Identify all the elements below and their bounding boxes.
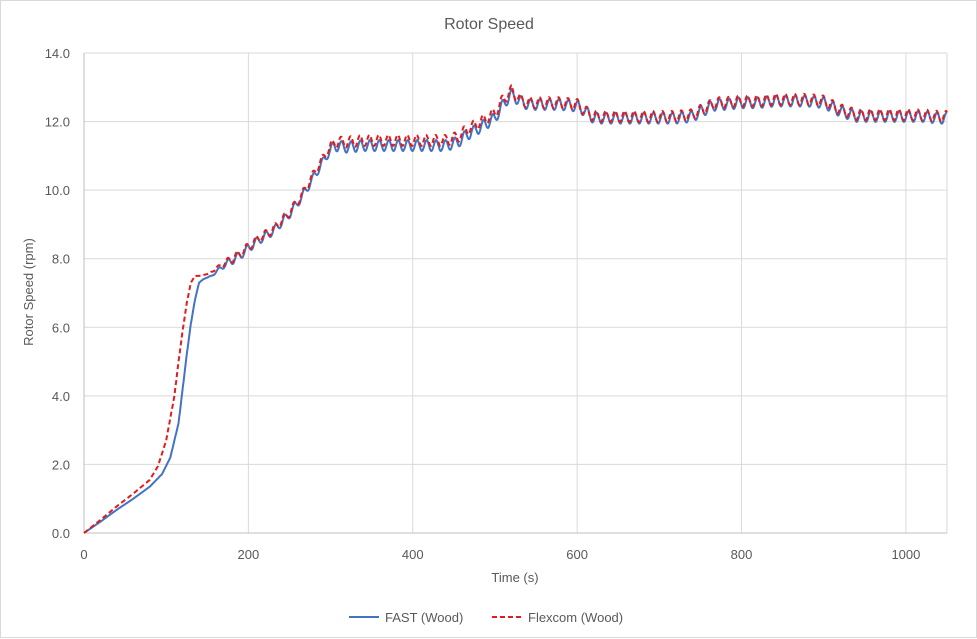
legend-label: FAST (Wood) — [385, 610, 463, 625]
y-axis-label: Rotor Speed (rpm) — [21, 238, 36, 346]
gridlines — [84, 52, 948, 533]
x-tick-label: 400 — [402, 547, 424, 562]
x-tick-label: 800 — [731, 547, 753, 562]
y-tick-label: 8.0 — [52, 252, 70, 267]
x-tick-label: 600 — [566, 547, 588, 562]
series-line-fast — [83, 87, 948, 534]
chart-title: Rotor Speed — [444, 16, 534, 33]
y-tick-label: 6.0 — [52, 320, 70, 335]
y-tick-label: 0.0 — [52, 526, 70, 541]
x-tick-label: 200 — [238, 547, 260, 562]
legend-label: Flexcom (Wood) — [528, 610, 623, 625]
y-tick-label: 10.0 — [45, 183, 70, 198]
series-lines — [83, 84, 948, 534]
y-tick-label: 12.0 — [45, 115, 70, 130]
axes: 0.0 2.0 4.0 6.0 8.0 10.0 12.0 14.0 0 200 400 600 800… — [45, 46, 947, 562]
legend: FAST (Wood) Flexcom (Wood) — [349, 610, 623, 625]
x-axis-label: Time (s) — [491, 570, 538, 585]
series-line-flexcom — [83, 84, 948, 534]
y-tick-label: 2.0 — [52, 457, 70, 472]
y-tick-label: 4.0 — [52, 389, 70, 404]
x-tick-label: 1000 — [891, 547, 920, 562]
y-tick-label: 14.0 — [45, 46, 70, 61]
x-tick-label: 0 — [80, 547, 87, 562]
